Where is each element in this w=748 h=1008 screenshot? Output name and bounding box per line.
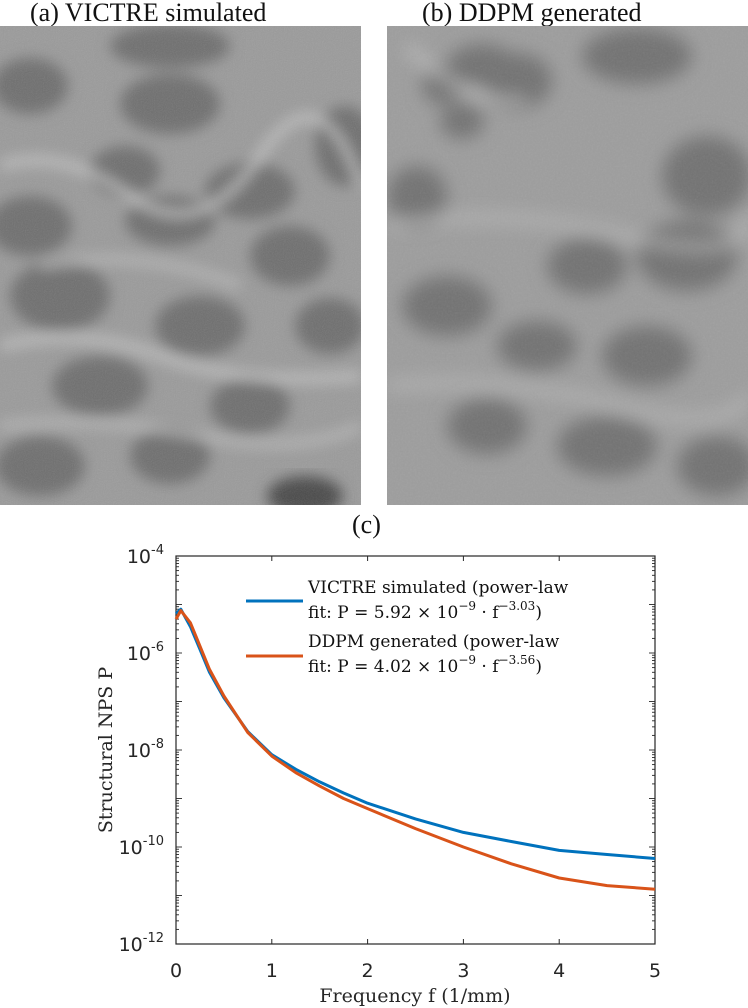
plot-frame bbox=[175, 555, 656, 945]
panel-b-image-ddpm bbox=[387, 26, 748, 505]
y-tick-label: 10-10 bbox=[119, 834, 164, 859]
y-tick-label: 10-6 bbox=[127, 640, 164, 665]
panel-c-title: (c) bbox=[352, 510, 381, 539]
nps-chart: 10-4 10-6 10-8 10-10 10-12 0 1 2 3 4 5 VICTRE sim… bbox=[95, 543, 661, 1007]
y-tick-label: 10-8 bbox=[127, 737, 164, 762]
panel-b-title: (b) DDPM generated bbox=[422, 0, 642, 27]
ddpm-series-line bbox=[174, 609, 656, 891]
legend-ddpm-line2: fit: P = 4.02 × 10−9 · f−3.56) bbox=[308, 653, 542, 677]
legend-victre-line1: VICTRE simulated (power-law bbox=[307, 578, 569, 598]
x-axis-title: Frequency f (1/mm) bbox=[319, 985, 510, 1007]
x-tick-label: 3 bbox=[457, 960, 469, 982]
x-tick-label: 4 bbox=[553, 960, 565, 982]
legend-ddpm-line1: DDPM generated (power-law bbox=[308, 632, 560, 652]
legend: VICTRE simulated (power-law fit: P = 5.9… bbox=[246, 578, 569, 677]
legend-victre-line2: fit: P = 5.92 × 10−9 · f−3.03) bbox=[308, 599, 542, 623]
panel-a-image-victre bbox=[0, 26, 361, 505]
y-tick-labels: 10-4 10-6 10-8 10-10 10-12 bbox=[119, 543, 164, 956]
x-tick-labels: 0 1 2 3 4 5 bbox=[170, 960, 661, 982]
x-tick-label: 1 bbox=[266, 960, 278, 982]
y-axis-title: Structural NPS P bbox=[95, 667, 117, 833]
x-tick-label: 5 bbox=[649, 960, 661, 982]
x-tick-label: 2 bbox=[362, 960, 374, 982]
x-tick-label: 0 bbox=[170, 960, 182, 982]
panel-a-title: (a) VICTRE simulated bbox=[30, 0, 267, 27]
y-tick-label: 10-4 bbox=[127, 543, 164, 568]
y-tick-label: 10-12 bbox=[119, 931, 164, 956]
